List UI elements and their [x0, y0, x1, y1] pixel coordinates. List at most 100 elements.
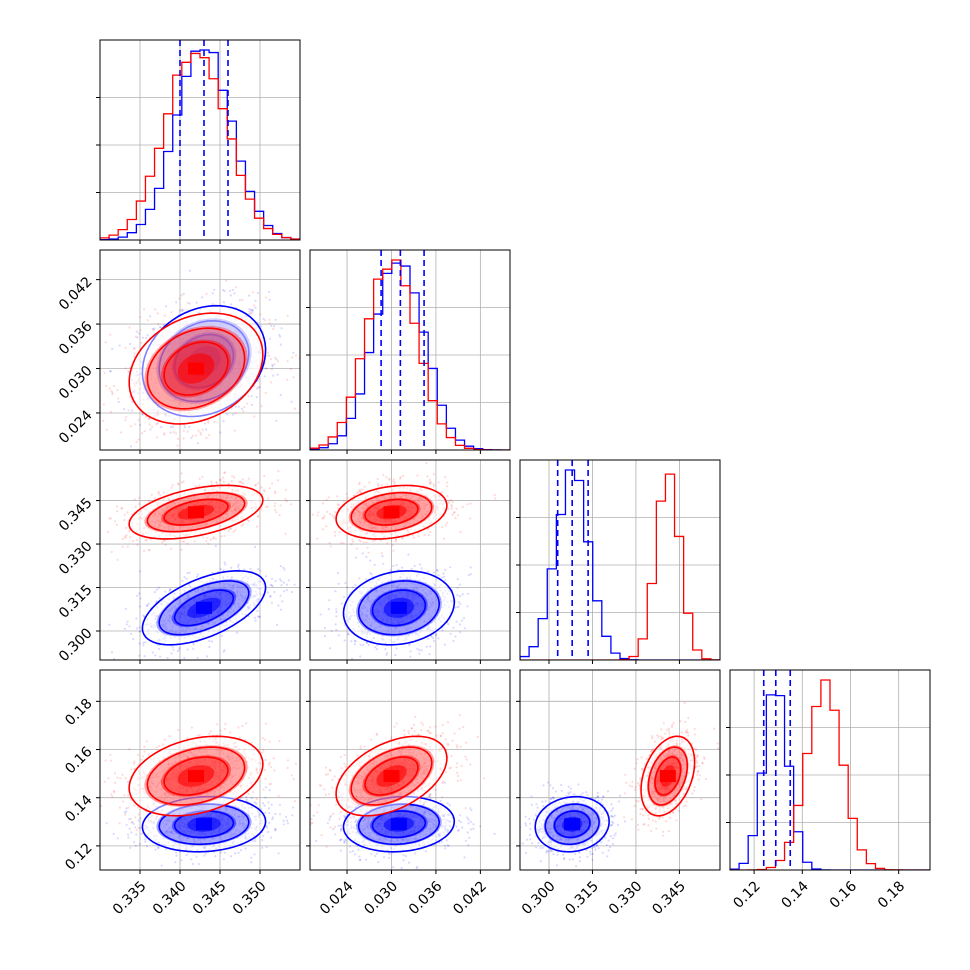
scatter-point: [279, 594, 282, 597]
scatter-point: [282, 566, 285, 569]
scatter-point: [276, 373, 279, 376]
scatter-point: [158, 597, 161, 600]
scatter-point: [267, 497, 270, 500]
scatter-point: [273, 505, 276, 508]
scatter-point: [282, 581, 286, 584]
scatter-point: [116, 510, 119, 513]
scatter-point: [138, 502, 141, 506]
scatter-point: [256, 291, 259, 295]
scatter-point: [418, 652, 421, 655]
scatter-point: [278, 514, 281, 517]
scatter-point: [137, 438, 140, 441]
scatter-point: [138, 654, 141, 657]
scatter-point: [228, 289, 232, 292]
scatter-point: [123, 518, 126, 522]
scatter-point: [382, 474, 385, 477]
scatter-point: [268, 298, 271, 301]
scatter-point: [410, 567, 413, 570]
scatter-point: [391, 544, 394, 547]
scatter-point: [272, 327, 275, 330]
scatter-point: [125, 623, 128, 626]
scatter-point: [316, 514, 319, 517]
scatter-point: [129, 342, 132, 346]
scatter-point: [358, 539, 361, 542]
panel-frame: [729, 669, 931, 871]
scatter-point: [373, 563, 376, 567]
scatter-point: [201, 428, 204, 431]
scatter-point: [172, 431, 175, 434]
scatter-point: [247, 477, 251, 480]
scatter-point: [394, 653, 397, 657]
scatter-point: [256, 482, 259, 485]
scatter-point: [270, 601, 273, 604]
scatter-point: [132, 637, 135, 641]
scatter-point: [156, 312, 159, 315]
scatter-point: [108, 517, 111, 520]
scatter-point: [219, 431, 222, 434]
scatter-point: [191, 434, 194, 437]
scatter-point: [154, 661, 156, 663]
scatter-point: [227, 529, 230, 533]
scatter-point: [143, 655, 146, 658]
scatter-point: [132, 540, 135, 543]
scatter-point: [258, 615, 261, 618]
scatter-point: [105, 428, 108, 431]
y-tick-label: 0.030: [56, 363, 96, 403]
scatter-point: [206, 536, 209, 540]
scatter-point: [120, 507, 123, 510]
scatter-point: [145, 539, 148, 542]
contour-line: [128, 484, 264, 540]
scatter-point: [133, 355, 136, 358]
scatter-point: [207, 542, 210, 546]
scatter-point: [149, 315, 152, 318]
scatter-point: [126, 620, 129, 623]
histogram-series: [310, 262, 510, 450]
scatter-point: [240, 481, 243, 484]
scatter-point: [435, 633, 438, 636]
scatter-point: [380, 484, 383, 487]
scatter-point: [266, 591, 269, 594]
scatter-point: [192, 643, 195, 646]
histogram-series: [100, 52, 300, 240]
x-tick-label: 0.12: [730, 878, 763, 911]
scatter-point: [169, 547, 173, 550]
scatter-point: [284, 532, 287, 535]
scatter-point: [240, 407, 243, 410]
scatter-point: [169, 431, 172, 434]
scatter-point: [365, 578, 368, 581]
scatter-point: [290, 400, 293, 403]
scatter-point: [440, 491, 443, 494]
scatter-point: [248, 294, 251, 297]
scatter-point: [268, 318, 271, 321]
scatter-point: [255, 396, 258, 399]
scatter-point: [113, 657, 116, 660]
scatter-point: [132, 347, 135, 350]
scatter-point: [337, 634, 340, 637]
scatter-point: [456, 586, 459, 589]
scatter-point: [286, 360, 289, 363]
scatter-point: [276, 479, 280, 482]
histogram-series: [520, 469, 720, 660]
scatter-point: [157, 491, 160, 494]
scatter-point: [411, 534, 414, 537]
scatter-point: [420, 649, 423, 652]
scatter-point: [113, 520, 117, 523]
scatter-point: [207, 421, 210, 424]
scatter-point: [103, 371, 106, 374]
scatter-point: [159, 655, 162, 658]
scatter-point: [223, 289, 226, 293]
scatter-point: [157, 586, 160, 589]
scatter-point: [399, 476, 402, 479]
scatter-point: [350, 640, 353, 643]
scatter-point: [242, 482, 245, 485]
scatter-point: [395, 647, 398, 650]
scatter-point: [182, 309, 185, 312]
scatter-point: [325, 525, 328, 528]
scatter-point: [367, 643, 370, 647]
scatter-point: [271, 365, 274, 368]
scatter-point: [328, 599, 331, 602]
scatter-point: [198, 477, 201, 480]
scatter-point: [284, 488, 287, 491]
scatter-panel: [310, 460, 510, 660]
scatter-point: [274, 356, 277, 359]
